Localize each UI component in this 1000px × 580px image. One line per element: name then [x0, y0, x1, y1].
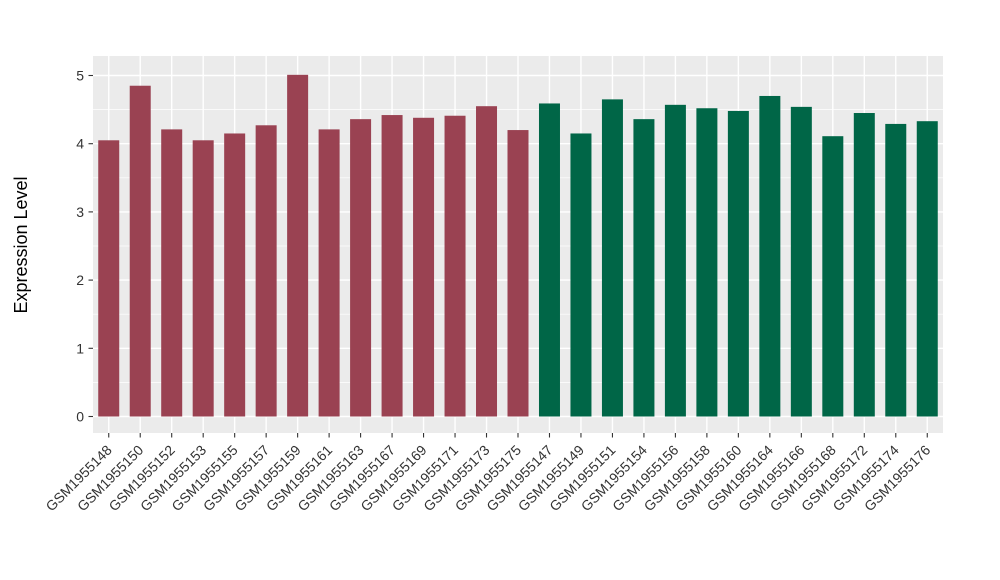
bar-GSM1955169	[413, 117, 435, 417]
bar-GSM1955152	[161, 129, 183, 417]
bar-GSM1955148	[98, 140, 120, 417]
bar-GSM1955157	[255, 125, 277, 417]
bar-GSM1955153	[192, 140, 214, 417]
y-tick-label: 3	[76, 204, 84, 220]
bar-GSM1955163	[350, 119, 372, 417]
y-tick-label: 2	[76, 272, 84, 288]
bar-GSM1955150	[129, 85, 151, 417]
bar-GSM1955172	[853, 113, 875, 417]
y-axis-title: Expression Level	[11, 176, 31, 313]
bars	[98, 74, 938, 417]
bar-GSM1955159	[287, 74, 309, 417]
y-tick-label: 0	[76, 409, 84, 425]
bar-GSM1955160	[727, 110, 749, 417]
bar-GSM1955164	[759, 95, 781, 417]
bar-GSM1955167	[381, 115, 403, 417]
bar-GSM1955171	[444, 115, 466, 417]
bar-GSM1955168	[822, 136, 844, 417]
bar-GSM1955156	[664, 104, 686, 417]
y-axis-ticks: 0 1 2 3 4 5	[76, 68, 93, 425]
bar-GSM1955155	[224, 133, 246, 417]
y-tick-label: 4	[76, 136, 84, 152]
x-axis-ticks: GSM1955148GSM1955150GSM1955152GSM1955153…	[42, 433, 934, 514]
bar-GSM1955175	[507, 130, 529, 417]
bar-GSM1955154	[633, 119, 655, 417]
bar-GSM1955173	[476, 106, 498, 417]
chart-render-root: 0 1 2 3 4 5 GSM1955148GSM1955150GSM1955152GSM1…	[42, 56, 943, 514]
bar-GSM1955151	[601, 99, 623, 417]
bar-GSM1955174	[885, 123, 907, 417]
bar-GSM1955149	[570, 133, 592, 417]
bar-GSM1955176	[916, 121, 938, 417]
bar-GSM1955158	[696, 108, 718, 417]
y-tick-label: 1	[76, 340, 84, 356]
y-tick-label: 5	[76, 68, 84, 84]
bar-GSM1955161	[318, 129, 340, 417]
bar-GSM1955166	[790, 106, 812, 417]
bar-GSM1955147	[538, 103, 560, 417]
